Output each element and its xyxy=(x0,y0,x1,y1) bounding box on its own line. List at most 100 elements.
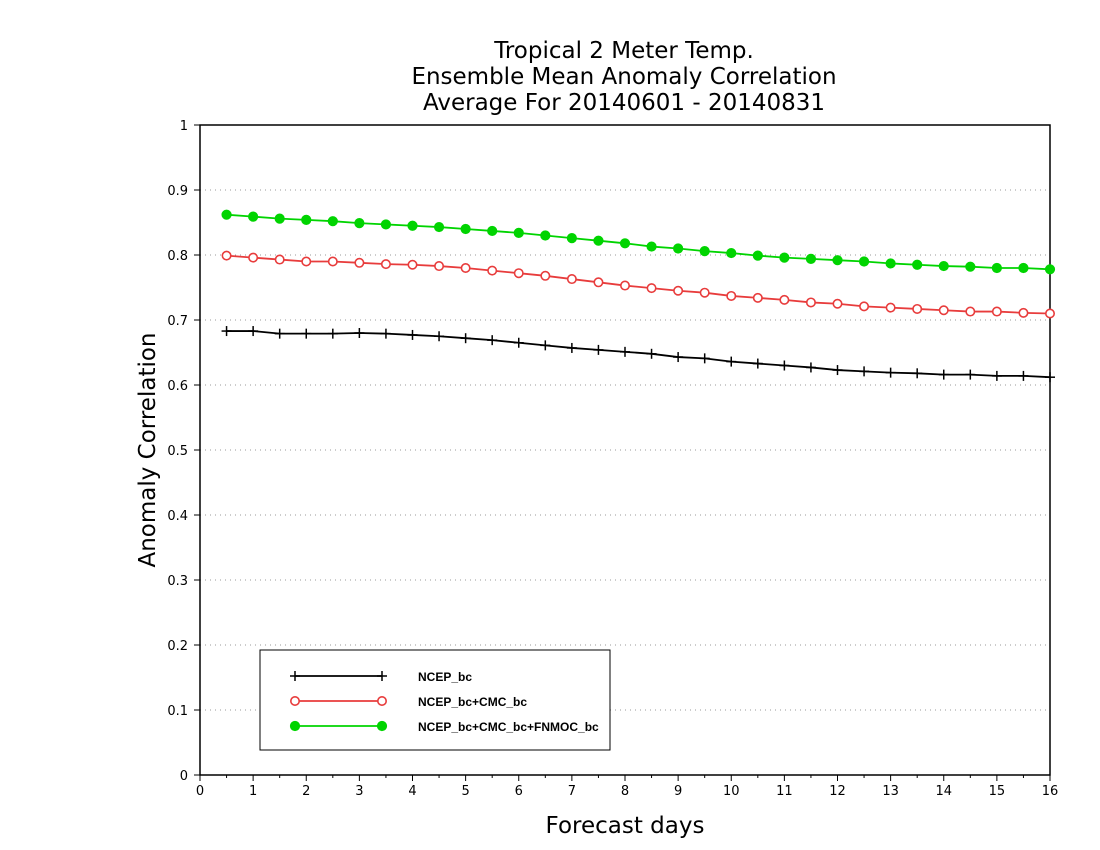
series-1-point-2 xyxy=(274,254,285,265)
series-2-point-14 xyxy=(593,235,604,246)
series-2-point-17 xyxy=(673,243,684,254)
chart-title-line-3: Average For 20140601 - 20140831 xyxy=(423,90,825,116)
series-1-point-22 xyxy=(805,297,816,308)
series-1-point-9 xyxy=(460,262,471,273)
y-tick-label-1: 0.1 xyxy=(167,704,188,719)
series-1-point-27 xyxy=(938,305,949,316)
series-0-point-5 xyxy=(354,328,365,338)
series-0-point-14 xyxy=(593,344,604,355)
series-2-point-12 xyxy=(540,230,551,241)
legend-marker-start-0 xyxy=(290,671,300,681)
legend-box xyxy=(259,649,611,751)
series-2-point-15 xyxy=(619,238,631,249)
series-2-point-16 xyxy=(646,241,657,252)
series-2-point-6 xyxy=(380,219,392,230)
x-tick-label-2: 2 xyxy=(302,784,310,799)
series-2-point-23 xyxy=(832,255,843,266)
series-1-point-28 xyxy=(965,306,976,317)
series-2 xyxy=(221,209,1056,275)
x-tick-label-14: 14 xyxy=(935,784,952,799)
series-2-point-7 xyxy=(407,220,418,231)
series-0 xyxy=(221,326,1055,383)
series-0-point-17 xyxy=(673,352,684,363)
series-1-point-29 xyxy=(991,306,1002,317)
y-tick-label-4: 0.4 xyxy=(167,509,188,524)
series-2-point-29 xyxy=(991,262,1002,274)
series-2-point-0 xyxy=(221,209,232,220)
series-0-point-26 xyxy=(912,368,923,379)
series-1-point-26 xyxy=(912,303,923,314)
chart-title: Tropical 2 Meter Temp. Ensemble Mean Ano… xyxy=(411,38,836,116)
series-1-point-15 xyxy=(619,280,630,291)
series-0-point-9 xyxy=(460,333,471,344)
series-1-point-23 xyxy=(832,298,843,309)
series-1-point-10 xyxy=(487,265,498,276)
series-2-point-10 xyxy=(487,225,498,237)
series-1-point-12 xyxy=(540,270,551,281)
series-0-point-3 xyxy=(301,328,312,339)
x-tick-label-3: 3 xyxy=(355,784,363,799)
x-tick-label-15: 15 xyxy=(989,784,1006,799)
series-0-point-25 xyxy=(885,367,896,378)
series-0-point-24 xyxy=(859,366,870,377)
series-0-point-13 xyxy=(566,342,577,353)
series-0-point-10 xyxy=(487,335,498,346)
series-0-point-31 xyxy=(1045,372,1055,383)
series-0-point-30 xyxy=(1018,370,1029,381)
series-0-point-21 xyxy=(779,360,790,371)
series-2-point-21 xyxy=(779,252,790,263)
series-layer xyxy=(221,209,1056,383)
series-1-point-14 xyxy=(593,277,604,288)
legend-label-2: NCEP_bc+CMC_bc+FNMOC_bc xyxy=(418,720,599,734)
series-2-point-1 xyxy=(248,211,259,222)
series-1-point-8 xyxy=(434,261,445,272)
x-tick-label-12: 12 xyxy=(829,784,846,799)
y-axis: 0 0.1 0.2 0.3 0.4 0.5 0.6 0.7 0.8 0.9 1 xyxy=(167,119,200,784)
x-tick-label-11: 11 xyxy=(776,784,793,799)
series-1-point-16 xyxy=(646,283,657,294)
series-1-point-19 xyxy=(726,290,737,301)
y-tick-label-0: 0 xyxy=(180,769,188,784)
series-2-point-8 xyxy=(433,221,445,233)
series-2-point-25 xyxy=(885,258,896,269)
legend-marker-start-1 xyxy=(289,695,300,706)
y-tick-label-6: 0.6 xyxy=(167,379,188,394)
series-0-point-11 xyxy=(513,337,524,348)
legend-marker-end-2 xyxy=(376,720,388,732)
series-0-point-19 xyxy=(726,356,737,367)
series-0-point-7 xyxy=(407,329,418,340)
series-2-point-4 xyxy=(327,216,338,227)
series-0-point-4 xyxy=(327,328,338,339)
x-tick-label-8: 8 xyxy=(621,784,629,799)
x-tick-label-9: 9 xyxy=(674,784,682,799)
series-2-point-26 xyxy=(912,259,923,270)
series-2-point-18 xyxy=(699,246,710,257)
series-0-point-29 xyxy=(991,370,1002,381)
series-1-point-1 xyxy=(248,252,259,263)
series-1-point-13 xyxy=(566,274,577,285)
series-2-point-13 xyxy=(566,233,577,244)
series-1-point-30 xyxy=(1018,307,1029,318)
series-2-point-2 xyxy=(274,213,285,224)
series-1-point-24 xyxy=(859,301,870,312)
series-0-point-2 xyxy=(274,328,285,339)
y-tick-label-3: 0.3 xyxy=(167,574,188,589)
series-0-point-0 xyxy=(221,326,232,337)
x-tick-label-0: 0 xyxy=(196,784,204,799)
chart-title-line-1: Tropical 2 Meter Temp. xyxy=(493,38,754,64)
x-tick-label-4: 4 xyxy=(408,784,416,799)
x-axis: 0 1 2 3 4 5 6 7 8 9 10 11 12 13 14 15 16 xyxy=(196,775,1058,799)
y-tick-label-10: 1 xyxy=(180,119,188,134)
series-2-point-24 xyxy=(858,256,870,267)
series-2-point-27 xyxy=(938,260,949,272)
series-0-point-22 xyxy=(805,362,816,373)
series-0-point-16 xyxy=(646,348,657,359)
y-tick-label-2: 0.2 xyxy=(167,639,188,654)
x-axis-title: Forecast days xyxy=(546,813,705,839)
series-0-point-1 xyxy=(248,326,259,337)
series-1-point-4 xyxy=(327,256,338,267)
series-line-0 xyxy=(226,330,1051,379)
series-1-point-3 xyxy=(301,256,312,267)
series-1-point-0 xyxy=(221,250,232,261)
series-2-point-20 xyxy=(752,250,763,261)
